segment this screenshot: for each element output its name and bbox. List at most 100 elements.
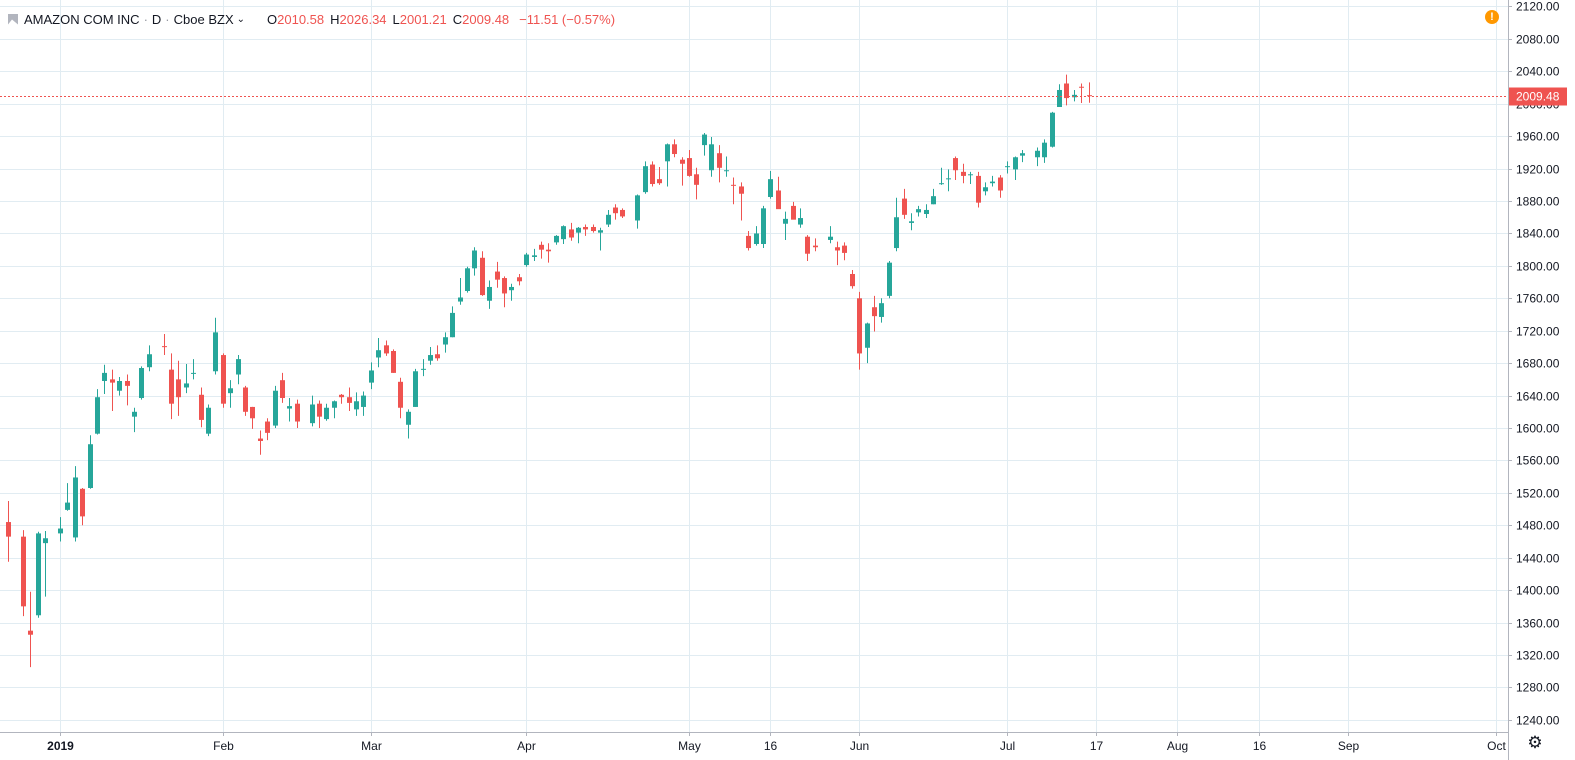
candle[interactable] [976,171,981,208]
candle[interactable] [391,349,396,373]
candle[interactable] [1050,111,1055,148]
candle[interactable] [332,400,337,419]
candle[interactable] [236,355,241,385]
time-axis[interactable]: 2019 Feb Mar Apr May 16 Jun Jul 17 Aug 16 Sep Oct [47,732,1506,753]
candle[interactable] [102,364,107,394]
candle[interactable] [65,483,70,511]
candle[interactable] [791,201,796,220]
candle[interactable] [502,276,507,308]
candle[interactable] [428,346,433,365]
candle[interactable] [657,166,662,185]
candle[interactable] [524,252,529,267]
candle[interactable] [783,211,788,240]
candle[interactable] [539,241,544,259]
candle[interactable] [894,197,899,252]
candle[interactable] [472,247,477,276]
candle[interactable] [480,251,485,296]
candle[interactable] [43,530,48,597]
candle[interactable] [813,238,818,252]
candle[interactable] [250,406,255,429]
gear-icon[interactable]: ⚙ [1527,733,1543,752]
candle[interactable] [413,368,418,407]
candle[interactable] [324,403,329,421]
candle[interactable] [620,208,625,219]
candle[interactable] [850,269,855,289]
candle[interactable] [887,261,892,299]
candle[interactable] [176,360,181,416]
candle[interactable] [946,169,951,192]
candle[interactable] [746,231,751,251]
candle[interactable] [606,209,611,227]
candle[interactable] [509,283,514,301]
candle[interactable] [1079,83,1084,103]
candle[interactable] [776,176,781,210]
candle[interactable] [73,466,78,542]
candle[interactable] [213,317,218,375]
candle[interactable] [576,226,581,244]
candle[interactable] [953,156,958,180]
candle[interactable] [613,204,618,220]
candle[interactable] [805,235,810,262]
candle[interactable] [983,182,988,196]
candle[interactable] [739,182,744,221]
candle[interactable] [243,385,248,416]
candle[interactable] [761,205,766,249]
candle[interactable] [583,224,588,236]
warning-icon[interactable]: ! [1485,10,1499,24]
candle[interactable] [798,208,803,228]
candle[interactable] [21,530,26,617]
candle[interactable] [169,353,174,420]
candle[interactable] [1057,84,1062,108]
candle[interactable] [384,340,389,356]
candle[interactable] [680,157,685,186]
candle[interactable] [199,387,204,428]
candle[interactable] [702,132,707,156]
candle[interactable] [842,242,847,261]
candle[interactable] [731,177,736,205]
candle[interactable] [347,387,352,411]
candle[interactable] [591,224,596,233]
candle[interactable] [598,227,603,251]
candle[interactable] [28,591,33,668]
candle[interactable] [902,188,907,219]
candle[interactable] [435,345,440,361]
candle[interactable] [968,171,973,185]
candle[interactable] [717,145,722,183]
candle[interactable] [879,298,884,323]
candle[interactable] [1064,74,1069,106]
candle[interactable] [450,306,455,338]
candle[interactable] [110,369,115,411]
candle[interactable] [125,374,130,406]
candle[interactable] [465,266,470,293]
candle[interactable] [872,295,877,332]
candle[interactable] [517,273,522,286]
candle[interactable] [287,398,292,422]
candle[interactable] [754,226,759,246]
candle[interactable] [694,167,699,200]
candle[interactable] [687,149,692,177]
candle[interactable] [273,385,278,429]
candle[interactable] [221,353,226,408]
candle[interactable] [310,395,315,427]
candle[interactable] [709,136,714,177]
candle[interactable] [635,194,640,229]
candle[interactable] [961,163,966,184]
candle[interactable] [88,435,93,489]
candle[interactable] [162,333,167,356]
candle[interactable] [206,404,211,437]
price-axis[interactable]: 1240.00 1280.00 1320.00 1360.00 1400.00 1440.… [1508,0,1560,728]
candle[interactable] [132,407,137,433]
candle[interactable] [339,393,344,404]
candle[interactable] [724,156,729,177]
candle[interactable] [354,392,359,416]
candle[interactable] [532,248,537,262]
flag-icon[interactable] [8,13,18,25]
candle[interactable] [295,399,300,429]
candle[interactable] [376,338,381,368]
candle[interactable] [561,225,566,244]
candle[interactable] [95,389,100,435]
candle[interactable] [665,143,670,187]
candle[interactable] [643,161,648,194]
candle[interactable] [191,359,196,380]
